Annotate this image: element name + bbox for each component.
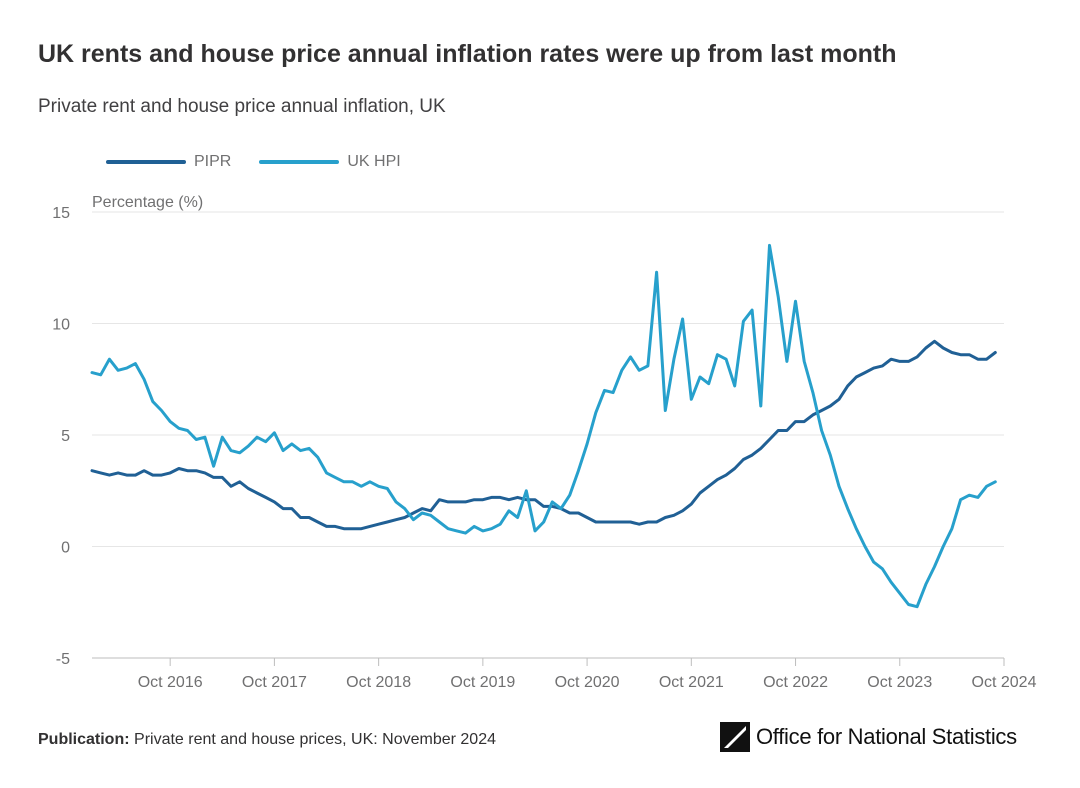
x-tick-label: Oct 2017 <box>242 674 307 691</box>
ons-brand-name-part1: Office for <box>756 724 848 749</box>
y-axis-label: Percentage (%) <box>92 194 203 211</box>
x-tick-label: Oct 2020 <box>555 674 620 691</box>
chart-subtitle: Private rent and house price annual infl… <box>38 96 446 117</box>
series-lines <box>90 243 997 609</box>
x-tick-label: Oct 2024 <box>972 674 1037 691</box>
x-tick-label: Oct 2019 <box>450 674 515 691</box>
y-tick-label: -5 <box>56 651 70 668</box>
x-tick-label: Oct 2018 <box>346 674 411 691</box>
legend-item-pipr[interactable]: PIPR <box>106 153 231 171</box>
series-line-pipr[interactable] <box>90 339 997 531</box>
x-tick-label: Oct 2023 <box>867 674 932 691</box>
publication-footer: Publication: Private rent and house pric… <box>38 731 496 749</box>
ons-brand-name: Office for National Statistics <box>756 724 1017 750</box>
y-tick-label: 10 <box>52 317 70 334</box>
x-tick-label: Oct 2016 <box>138 674 203 691</box>
legend-label-uk-hpi: UK HPI <box>347 153 401 170</box>
ons-brand[interactable]: Office for National Statistics <box>720 722 1017 752</box>
publication-label: Publication: <box>38 731 130 748</box>
legend-swatch-pipr <box>106 160 186 164</box>
ons-logo-icon <box>720 722 750 752</box>
x-tick-label: Oct 2021 <box>659 674 724 691</box>
ons-brand-name-part2: National Statistics <box>847 724 1017 749</box>
y-tick-label: 5 <box>61 428 70 445</box>
y-axis-ticks: 15 10 5 0 -5 <box>52 205 70 668</box>
legend-label-pipr: PIPR <box>194 153 232 170</box>
legend-swatch-uk-hpi <box>259 160 340 164</box>
series-line-uk-hpi[interactable] <box>90 243 997 609</box>
y-tick-label: 15 <box>52 205 70 222</box>
x-tick-label: Oct 2022 <box>763 674 828 691</box>
publication-text[interactable]: Private rent and house prices, UK: Novem… <box>134 731 496 748</box>
chart-title: UK rents and house price annual inflatio… <box>38 40 897 68</box>
grid-lines <box>92 211 1004 547</box>
y-tick-label: 0 <box>61 540 70 557</box>
x-axis: Oct 2016 Oct 2017 Oct 2018 Oct 2019 Oct 2020… <box>92 657 1037 691</box>
legend-item-uk-hpi[interactable]: UK HPI <box>259 153 401 171</box>
chart-legend: PIPR UK HPI <box>106 153 429 171</box>
